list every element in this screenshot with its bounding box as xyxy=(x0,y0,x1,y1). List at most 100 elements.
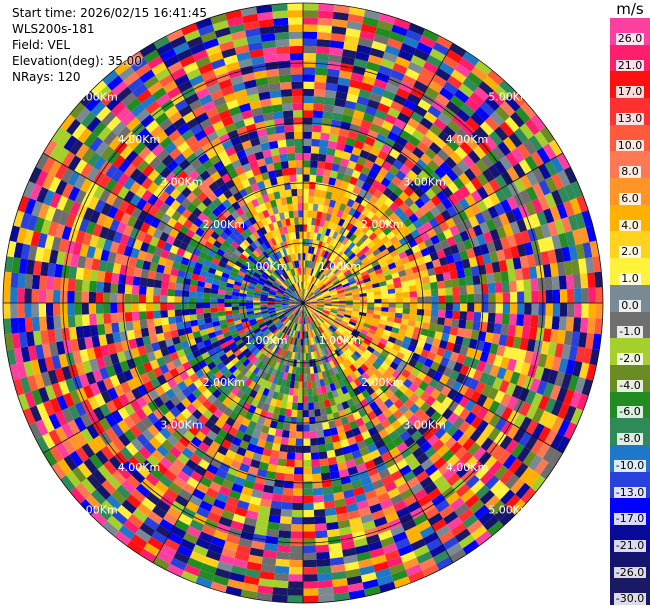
velocity-gate xyxy=(264,477,276,487)
velocity-gate xyxy=(491,261,501,273)
velocity-gate xyxy=(392,240,402,250)
velocity-gate xyxy=(332,578,348,588)
velocity-gate xyxy=(175,193,187,205)
velocity-gate xyxy=(44,384,57,401)
velocity-gate xyxy=(388,298,396,303)
velocity-gate xyxy=(287,313,294,319)
velocity-gate xyxy=(325,406,333,415)
velocity-gate xyxy=(276,291,284,296)
velocity-gate xyxy=(331,299,339,302)
velocity-gate xyxy=(276,46,290,55)
velocity-gate xyxy=(288,301,296,303)
velocity-gate xyxy=(178,105,193,118)
velocity-gate xyxy=(67,170,81,187)
velocity-gate xyxy=(489,364,500,378)
velocity-gate xyxy=(419,35,436,49)
velocity-gate xyxy=(60,290,68,303)
velocity-gate xyxy=(262,484,274,494)
velocity-gate xyxy=(475,106,490,122)
velocity-gate xyxy=(202,389,213,399)
velocity-gate xyxy=(435,324,445,333)
velocity-gate xyxy=(309,366,315,374)
velocity-gate xyxy=(358,172,368,183)
velocity-gate xyxy=(493,271,502,283)
velocity-gate xyxy=(374,294,382,300)
velocity-gate xyxy=(464,399,477,412)
velocity-gate xyxy=(136,464,151,479)
velocity-gate xyxy=(316,211,323,220)
velocity-gate xyxy=(356,133,367,143)
velocity-gate xyxy=(308,275,312,283)
velocity-gate xyxy=(119,264,129,276)
velocity-gate xyxy=(303,31,318,40)
velocity-gate xyxy=(326,261,333,269)
velocity-gate xyxy=(126,265,136,277)
velocity-gate xyxy=(136,127,151,142)
velocity-gate xyxy=(273,261,280,269)
velocity-gate xyxy=(235,260,244,268)
velocity-gate xyxy=(150,217,161,229)
velocity-gate xyxy=(479,372,490,385)
velocity-gate xyxy=(253,307,261,311)
velocity-gate xyxy=(48,413,62,430)
velocity-gate xyxy=(419,476,434,489)
velocity-gate xyxy=(27,345,38,361)
velocity-gate xyxy=(241,335,250,342)
velocity-gate xyxy=(494,282,503,293)
velocity-gate xyxy=(305,352,309,361)
velocity-gate xyxy=(349,318,358,324)
velocity-gate xyxy=(192,267,202,276)
velocity-gate xyxy=(347,436,357,446)
velocity-gate xyxy=(334,498,347,508)
velocity-gate xyxy=(303,138,312,147)
velocity-gate xyxy=(518,387,530,402)
velocity-gate xyxy=(68,266,78,280)
velocity-gate xyxy=(153,317,162,327)
velocity-gate xyxy=(392,254,401,263)
velocity-gate xyxy=(225,349,234,358)
velocity-gate xyxy=(174,303,182,310)
velocity-gate xyxy=(72,350,83,364)
velocity-gate xyxy=(540,341,550,355)
velocity-gate xyxy=(82,268,92,281)
velocity-gate xyxy=(197,414,209,426)
velocity-gate xyxy=(334,98,347,108)
velocity-gate xyxy=(181,175,194,187)
velocity-gate xyxy=(340,245,348,253)
velocity-gate xyxy=(152,408,165,420)
velocity-gate xyxy=(230,356,240,366)
velocity-gate xyxy=(153,198,165,210)
velocity-gate xyxy=(148,388,160,401)
velocity-gate xyxy=(85,371,97,385)
velocity-gate xyxy=(212,379,223,389)
velocity-gate xyxy=(163,538,180,552)
velocity-gate xyxy=(522,450,537,467)
velocity-gate xyxy=(112,262,122,274)
velocity-gate xyxy=(303,445,311,454)
velocity-gate xyxy=(294,308,300,315)
velocity-gate xyxy=(42,156,56,174)
velocity-gate xyxy=(295,323,299,331)
velocity-gate xyxy=(381,303,389,308)
velocity-gate xyxy=(256,377,265,386)
velocity-gate xyxy=(111,470,127,485)
velocity-gate xyxy=(463,206,475,219)
velocity-gate xyxy=(303,431,311,439)
velocity-gate xyxy=(265,470,277,480)
velocity-gate xyxy=(100,390,113,404)
velocity-gate xyxy=(523,314,532,327)
velocity-gate xyxy=(31,316,41,332)
velocity-gate xyxy=(346,274,354,281)
velocity-gate xyxy=(231,386,240,396)
velocity-gate xyxy=(334,418,343,428)
velocity-gate xyxy=(419,391,431,402)
velocity-gate xyxy=(272,376,279,385)
velocity-gate xyxy=(316,551,330,560)
velocity-gate xyxy=(202,207,213,217)
velocity-gate xyxy=(401,519,417,532)
velocity-gate xyxy=(130,437,144,452)
velocity-gate xyxy=(111,168,124,183)
velocity-gate xyxy=(407,532,423,545)
velocity-gate xyxy=(139,548,157,563)
velocity-gate xyxy=(530,315,539,328)
